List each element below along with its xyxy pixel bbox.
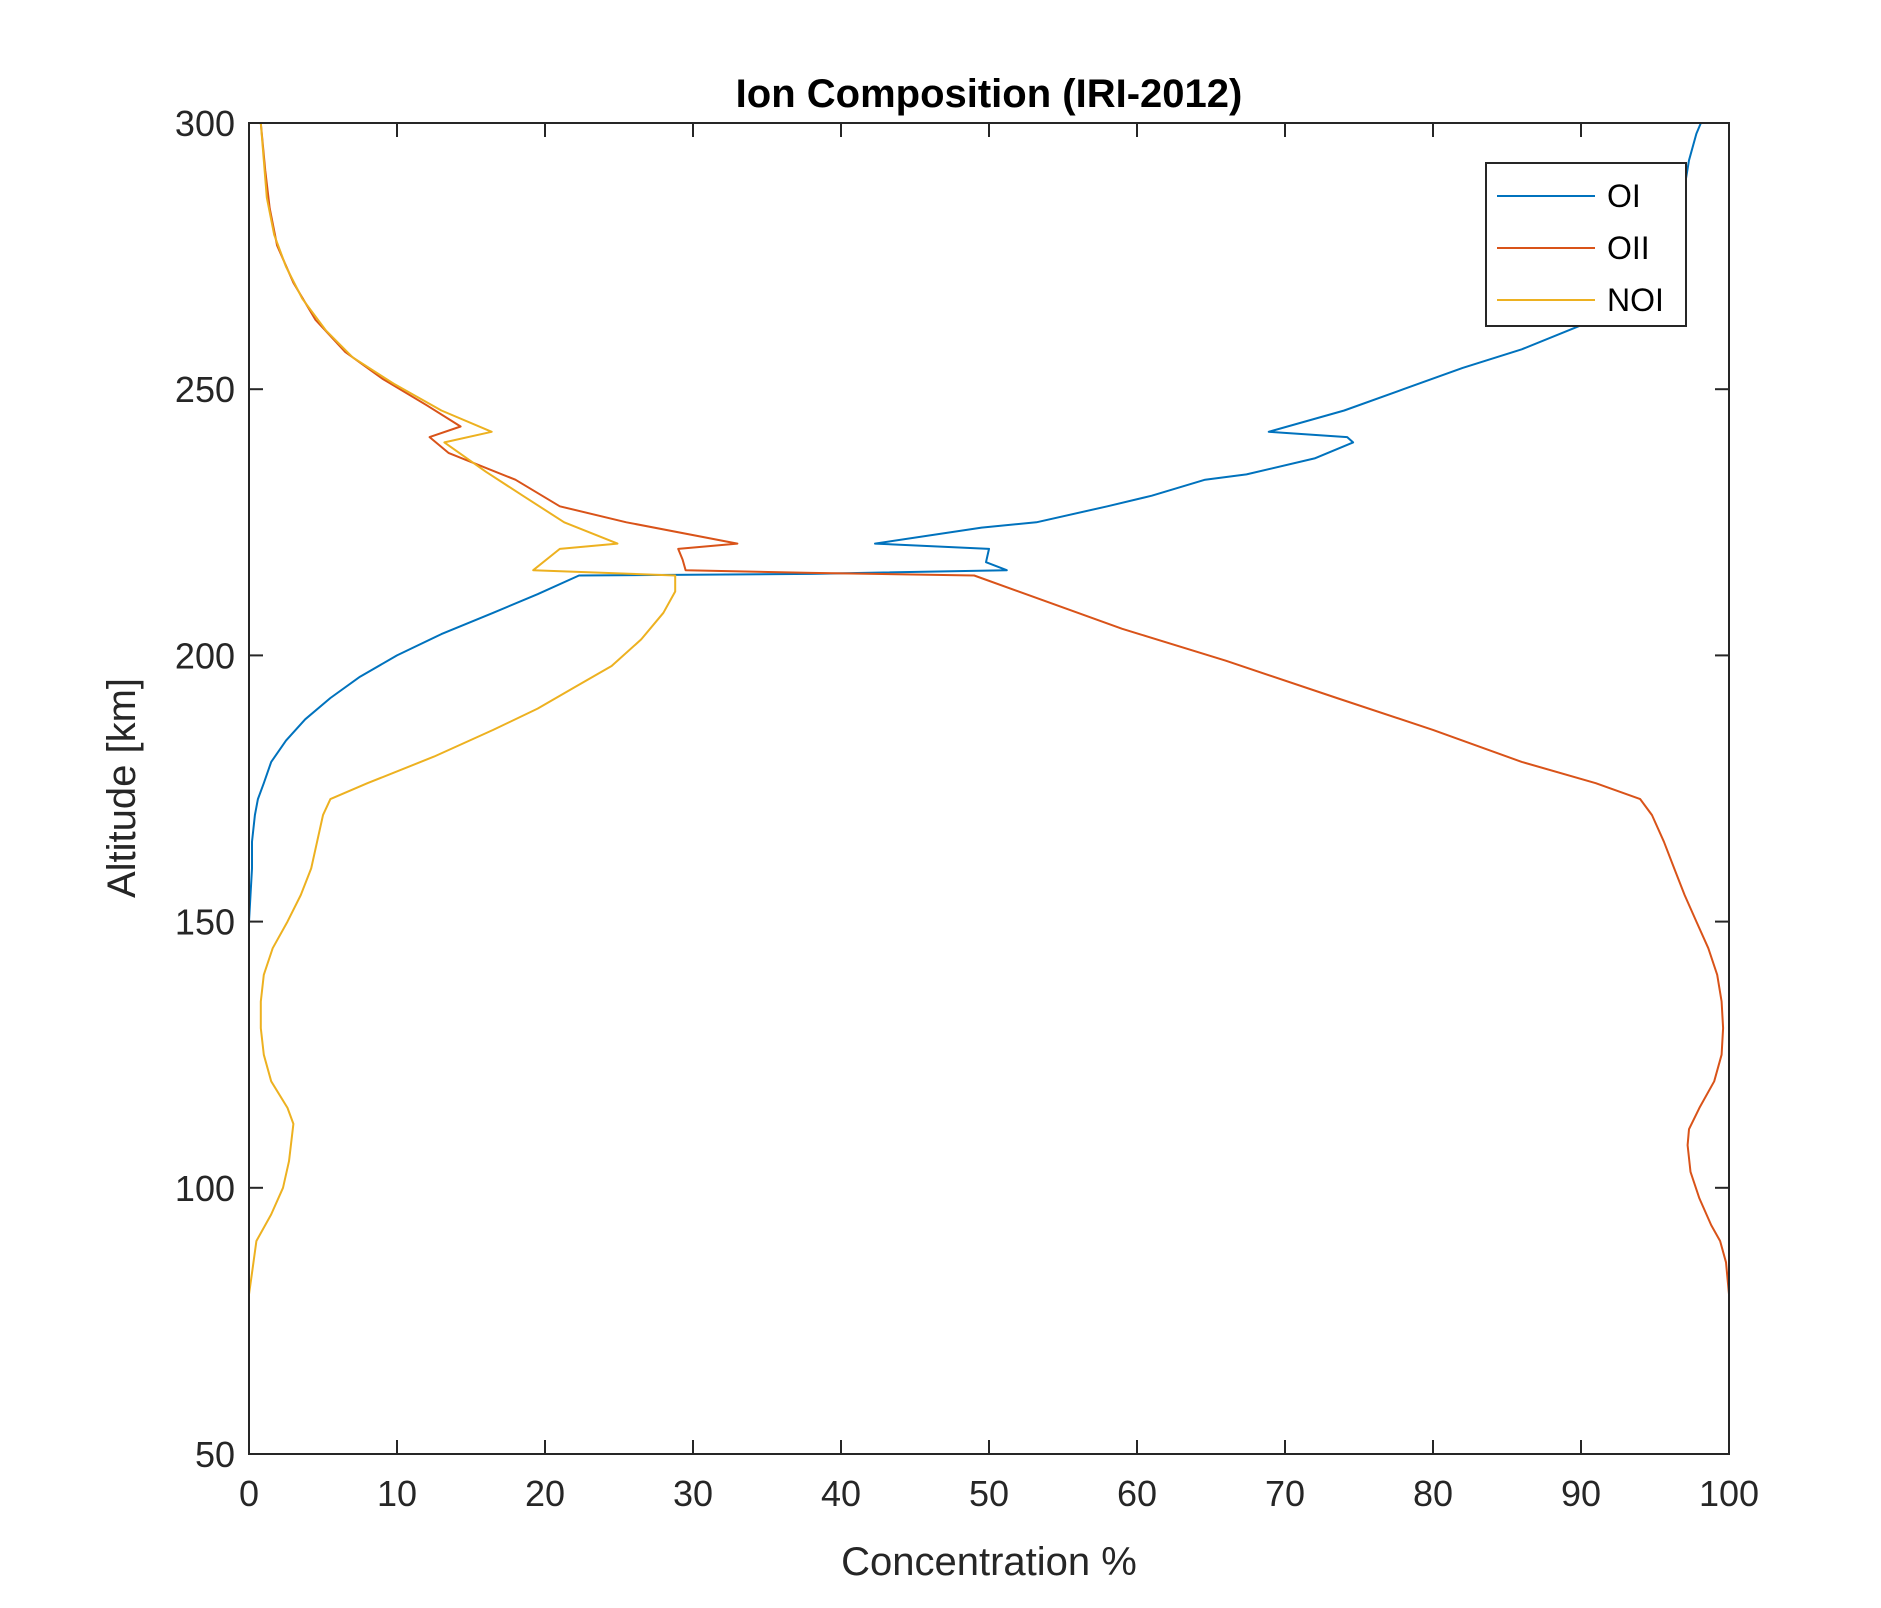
x-tick-label: 40 xyxy=(821,1473,861,1514)
x-tick-label: 50 xyxy=(969,1473,1009,1514)
y-tick-label: 200 xyxy=(175,635,235,676)
x-tick-label: 80 xyxy=(1413,1473,1453,1514)
legend: OI OII NOI xyxy=(1485,162,1687,327)
x-axis: 0 10 20 30 40 50 60 70 80 90 100 xyxy=(239,123,1759,1514)
legend-label-oii: OII xyxy=(1607,230,1650,266)
plot-lines xyxy=(248,122,1730,1295)
y-tick-label: 100 xyxy=(175,1168,235,1209)
x-tick-label: 0 xyxy=(239,1473,259,1514)
x-tick-label: 70 xyxy=(1265,1473,1305,1514)
y-tick-label: 250 xyxy=(175,369,235,410)
legend-box xyxy=(1485,162,1687,327)
x-tick-label: 60 xyxy=(1117,1473,1157,1514)
x-tick-label: 10 xyxy=(377,1473,417,1514)
y-axis-label: Altitude [km] xyxy=(100,678,144,898)
y-axis: 50 100 150 200 250 300 xyxy=(175,103,1729,1475)
series-line-oi xyxy=(248,122,1702,1295)
series-line-noi xyxy=(248,122,677,1295)
y-tick-label: 50 xyxy=(195,1434,235,1475)
x-tick-label: 30 xyxy=(673,1473,713,1514)
x-tick-label: 20 xyxy=(525,1473,565,1514)
y-tick-label: 300 xyxy=(175,103,235,144)
legend-label-oi: OI xyxy=(1607,178,1641,214)
x-tick-label: 100 xyxy=(1699,1473,1759,1514)
legend-label-noi: NOI xyxy=(1607,282,1664,318)
series-line-oii xyxy=(259,122,1730,1295)
y-tick-label: 150 xyxy=(175,902,235,943)
x-tick-label: 90 xyxy=(1561,1473,1601,1514)
chart-title: Ion Composition (IRI-2012) xyxy=(736,72,1243,116)
x-axis-label: Concentration % xyxy=(841,1540,1137,1584)
